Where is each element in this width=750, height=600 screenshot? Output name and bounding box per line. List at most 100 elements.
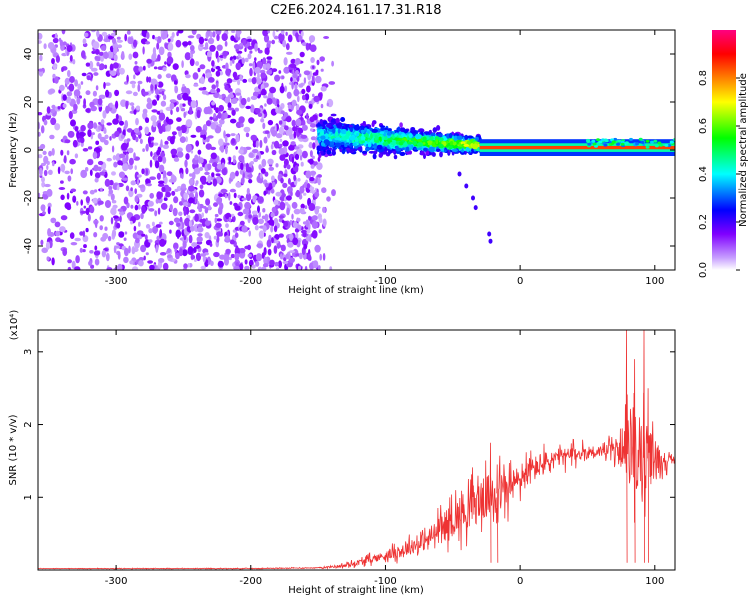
noise-cell [235, 133, 240, 143]
noise-cell [311, 215, 318, 221]
noise-cell [142, 108, 148, 115]
noise-cell [195, 191, 198, 200]
noise-cell [301, 150, 308, 159]
colorbar-tick-label: 0.8 [698, 70, 709, 86]
noise-cell [167, 42, 174, 51]
noise-cell [62, 41, 67, 46]
signal-cell [435, 148, 441, 152]
noise-cell [187, 40, 192, 46]
noise-cell [138, 260, 144, 267]
noise-cell [296, 148, 303, 156]
noise-cell [294, 58, 301, 65]
signal-cell [416, 147, 422, 151]
signal-cell [358, 136, 361, 142]
noise-cell [87, 146, 93, 150]
noise-cell [111, 200, 117, 204]
noise-cell [272, 30, 276, 38]
noise-cell [109, 70, 117, 76]
noise-cell [156, 149, 161, 156]
noise-cell [282, 182, 288, 188]
carrier-blob [596, 138, 600, 142]
noise-cell [100, 119, 105, 125]
noise-cell [292, 237, 299, 246]
noise-cell [152, 34, 155, 40]
signal-cell [341, 149, 346, 155]
noise-cell [133, 109, 137, 115]
noise-cell [298, 73, 302, 78]
noise-cell [215, 50, 219, 59]
noise-cell [207, 37, 215, 45]
signal-cell [456, 135, 463, 140]
noise-cell [58, 239, 65, 243]
noise-cell [295, 32, 299, 39]
noise-cell [104, 200, 112, 208]
noise-cell [306, 112, 309, 120]
noise-cell [199, 64, 206, 70]
noise-cell [116, 39, 123, 43]
noise-cell [244, 47, 247, 52]
carrier-blob [587, 142, 592, 146]
noise-cell [135, 237, 140, 244]
noise-cell [309, 235, 312, 243]
noise-cell [234, 253, 241, 259]
noise-cell [120, 134, 125, 139]
noise-cell [171, 131, 177, 136]
noise-cell [89, 60, 94, 70]
noise-cell [248, 63, 253, 67]
noise-cell [296, 217, 301, 222]
noise-cell [43, 119, 48, 126]
noise-cell [108, 189, 114, 195]
noise-cell [312, 142, 316, 150]
noise-cell [224, 40, 228, 47]
noise-cell [252, 195, 258, 200]
noise-cell [61, 67, 64, 72]
noise-cell [124, 33, 128, 42]
noise-cell [245, 132, 250, 138]
tail-cell [487, 231, 492, 237]
noise-cell [64, 77, 70, 85]
carrier-blob [658, 143, 663, 147]
noise-cell [262, 30, 269, 37]
noise-cell [295, 118, 302, 127]
noise-cell [162, 144, 169, 149]
noise-cell [249, 50, 253, 54]
noise-cell [256, 243, 264, 248]
noise-cell [304, 265, 308, 270]
noise-cell [51, 148, 55, 156]
noise-cell [149, 176, 157, 180]
noise-cell [195, 125, 202, 133]
noise-cell [244, 57, 249, 63]
noise-cell [113, 46, 118, 55]
noise-cell [189, 106, 193, 115]
noise-cell [93, 250, 101, 256]
noise-cell [173, 217, 180, 223]
noise-cell [178, 248, 183, 257]
noise-cell [155, 88, 160, 95]
noise-cell [161, 90, 165, 96]
noise-cell [125, 185, 130, 192]
noise-cell [188, 178, 194, 186]
noise-cell [285, 195, 292, 201]
carrier-blob [645, 145, 650, 149]
noise-cell [190, 225, 195, 232]
noise-cell [133, 65, 140, 73]
noise-cell [305, 229, 311, 234]
noise-cell [85, 227, 89, 233]
noise-cell [262, 63, 267, 70]
noise-cell [131, 83, 136, 89]
signal-cell [360, 125, 365, 131]
noise-cell [275, 267, 280, 270]
noise-cell [103, 128, 107, 134]
noise-cell [189, 58, 195, 67]
carrier-blob [653, 139, 658, 143]
noise-cell [271, 39, 276, 45]
noise-cell [107, 235, 112, 242]
noise-cell [183, 111, 186, 119]
noise-cell [150, 115, 157, 122]
noise-cell [166, 248, 172, 254]
noise-cell [183, 192, 188, 201]
signal-cell [451, 148, 458, 152]
noise-cell [145, 143, 149, 152]
noise-cell [269, 259, 275, 266]
signal-cell [398, 141, 404, 146]
